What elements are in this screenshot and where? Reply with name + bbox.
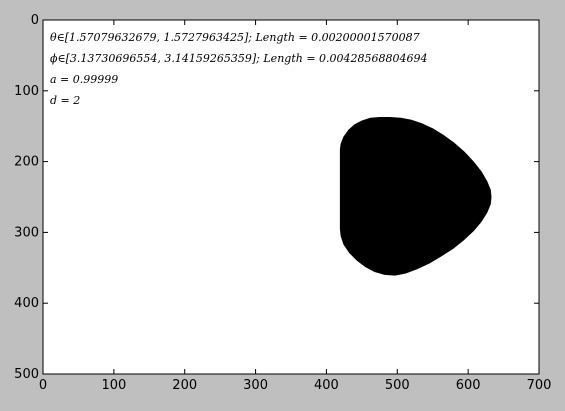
y-tick-label: 300 bbox=[14, 225, 39, 240]
x-tick-label: 300 bbox=[243, 378, 268, 393]
plot-frame bbox=[42, 19, 540, 375]
filled-region bbox=[339, 117, 492, 276]
annotation-phi: ϕ∈[3.13730696554, 3.14159265359]; Length… bbox=[50, 52, 428, 65]
x-tick-label: 600 bbox=[456, 378, 481, 393]
y-axis-ticks: 0 100 200 300 400 500 bbox=[14, 13, 539, 382]
x-tick-label: 0 bbox=[39, 378, 47, 393]
annotations: θ∈[1.57079632679, 1.5727963425]; Length … bbox=[50, 31, 428, 107]
x-axis-ticks: 0 100 200 300 400 500 600 700 bbox=[39, 20, 552, 393]
y-tick-label: 0 bbox=[31, 13, 39, 28]
annotation-theta: θ∈[1.57079632679, 1.5727963425]; Length … bbox=[50, 31, 420, 44]
y-tick-label: 500 bbox=[14, 367, 39, 382]
x-tick-label: 200 bbox=[172, 378, 197, 393]
annotation-d: d = 2 bbox=[50, 94, 80, 107]
x-tick-label: 500 bbox=[385, 378, 410, 393]
y-tick-label: 400 bbox=[14, 296, 39, 311]
x-tick-label: 100 bbox=[101, 378, 126, 393]
y-tick-label: 200 bbox=[14, 155, 39, 170]
annotation-a: a = 0.99999 bbox=[50, 73, 118, 86]
y-tick-label: 100 bbox=[14, 84, 39, 99]
x-tick-label: 400 bbox=[314, 378, 339, 393]
x-tick-label: 700 bbox=[527, 378, 552, 393]
plot-area bbox=[42, 19, 540, 375]
